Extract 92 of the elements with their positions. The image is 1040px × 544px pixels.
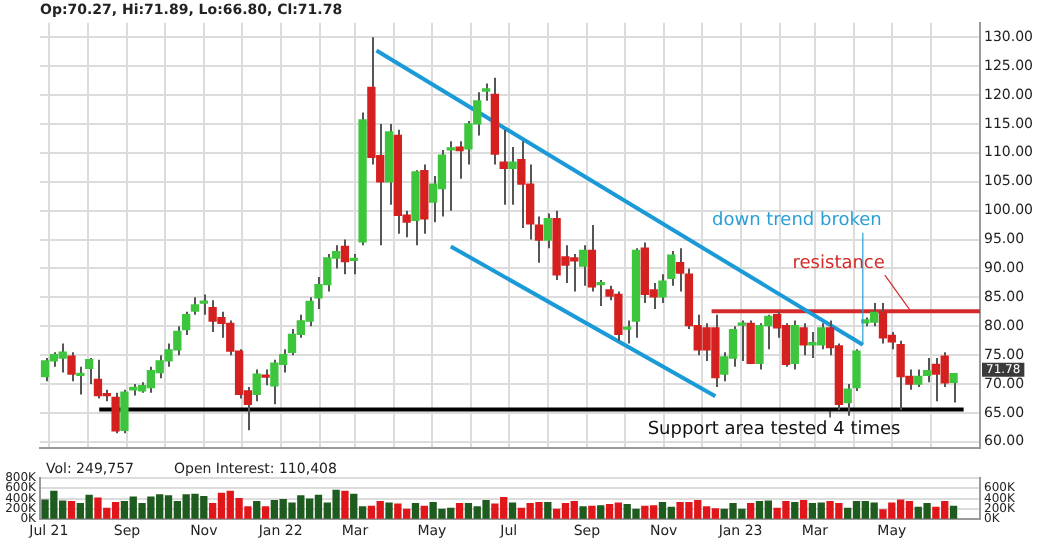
candlestick: [120, 388, 129, 435]
candlestick: [922, 357, 932, 384]
bar: [385, 502, 393, 519]
candlestick: [578, 244, 588, 287]
bar: [808, 503, 817, 519]
bar: [896, 499, 905, 519]
bar: [755, 501, 764, 519]
candlestick: [58, 342, 67, 374]
bar: [544, 502, 552, 519]
bar: [561, 503, 570, 519]
bar: [905, 501, 914, 519]
bar: [923, 503, 931, 519]
candlestick: [84, 357, 94, 386]
bar: [588, 505, 596, 519]
bar: [288, 502, 296, 519]
bar: [164, 495, 173, 519]
candlestick: [93, 358, 103, 400]
bar: [570, 501, 578, 519]
candlestick: [517, 140, 526, 229]
bar: [747, 503, 755, 519]
bar: [482, 500, 490, 519]
bar: [579, 506, 587, 519]
candlestick: [340, 238, 350, 276]
candlestick: [808, 331, 817, 360]
candlestick: [446, 140, 455, 212]
bar: [552, 508, 561, 519]
bar: [658, 502, 667, 519]
candlestick: [543, 212, 552, 250]
bar: [111, 502, 120, 519]
candlestick: [67, 351, 76, 383]
bar: [367, 505, 376, 519]
candlestick: [737, 319, 747, 362]
bar: [305, 498, 314, 519]
bar: [350, 493, 358, 519]
bar: [711, 508, 720, 519]
candlestick: [508, 146, 517, 206]
bar: [420, 505, 428, 519]
bar: [535, 502, 543, 519]
bar: [852, 501, 861, 519]
bar: [932, 506, 940, 519]
candlestick: [146, 365, 156, 394]
candlestick: [270, 358, 279, 406]
candlestick: [199, 293, 208, 316]
bar: [879, 509, 887, 519]
bar: [341, 490, 349, 519]
bar: [949, 505, 958, 519]
bar: [394, 503, 402, 519]
bar: [67, 501, 76, 519]
bar: [173, 501, 182, 519]
candlestick: [790, 319, 799, 371]
bar: [217, 492, 226, 519]
bar: [261, 506, 270, 519]
bar: [120, 501, 129, 519]
candlestick: [499, 128, 508, 206]
bar: [253, 501, 261, 519]
bar: [791, 502, 799, 519]
bar: [799, 500, 808, 519]
bar: [649, 505, 658, 519]
bar: [464, 503, 473, 519]
bar: [85, 494, 93, 519]
bar: [632, 508, 640, 519]
bar: [870, 502, 878, 519]
bar: [455, 503, 464, 519]
bar: [314, 494, 323, 519]
bar: [376, 501, 384, 519]
candlestick: [931, 357, 941, 403]
bar: [614, 502, 623, 519]
candlestick: [799, 322, 808, 357]
bar: [605, 504, 614, 519]
bar: [94, 497, 102, 519]
annotation: down trend broken: [711, 211, 882, 232]
bar: [191, 493, 199, 519]
bar: [332, 489, 340, 519]
candlestick: [111, 391, 120, 435]
annotation: Support area tested 4 times: [647, 420, 902, 441]
bar: [641, 505, 649, 519]
candlestick: [587, 224, 597, 293]
bar: [411, 503, 420, 519]
bar: [270, 500, 279, 519]
candlestick: [437, 148, 447, 218]
bar: [667, 506, 675, 519]
bar: [702, 506, 711, 519]
candlestick: [40, 357, 50, 383]
candlestick: [746, 319, 755, 365]
bar: [817, 502, 825, 519]
bar: [764, 500, 772, 519]
bar: [508, 502, 517, 519]
bar: [844, 507, 852, 519]
candlestick: [755, 322, 764, 371]
bar: [491, 503, 499, 519]
bar: [597, 505, 605, 519]
candlestick: [949, 372, 958, 404]
